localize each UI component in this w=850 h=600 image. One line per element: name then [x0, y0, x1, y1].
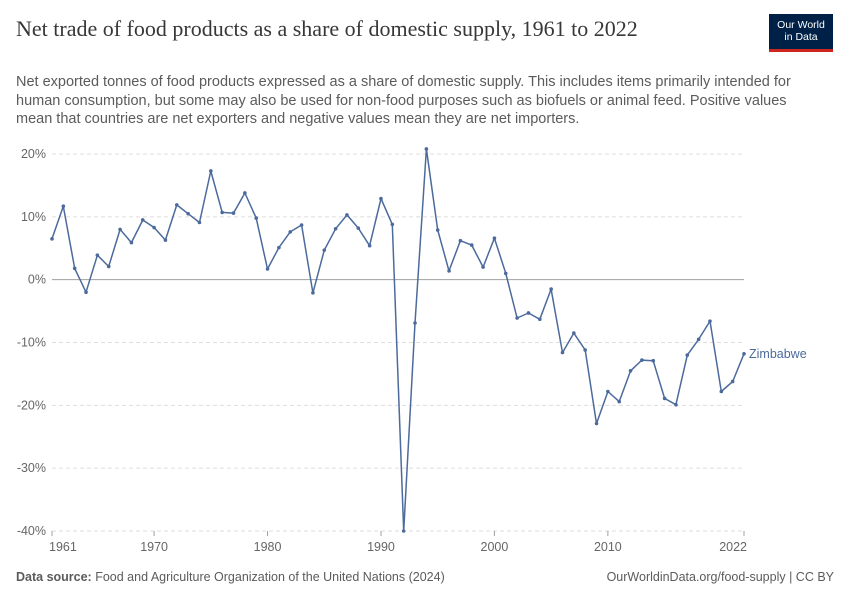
grid-layer — [52, 153, 744, 532]
data-point — [458, 238, 463, 243]
data-point — [311, 291, 315, 295]
y-tick-label: -20% — [17, 398, 46, 412]
owid-logo[interactable]: Our World in Data — [769, 14, 833, 52]
credit-link[interactable]: OurWorldinData.org/food-supply | CC BY — [606, 570, 834, 584]
data-point — [61, 204, 66, 208]
data-point — [526, 311, 531, 315]
chart-subtitle: Net exported tonnes of food products exp… — [16, 74, 791, 127]
data-point — [617, 399, 622, 404]
data-source-label: Data source: — [16, 570, 92, 584]
data-point — [243, 191, 247, 195]
data-point — [277, 245, 281, 250]
data-point — [492, 236, 497, 240]
data-point — [696, 337, 701, 342]
x-tick-label: 1990 — [367, 540, 395, 554]
data-point — [345, 213, 349, 217]
data-point — [628, 368, 633, 373]
data-point — [118, 227, 122, 232]
x-tick-label: 1970 — [140, 540, 168, 554]
data-point — [84, 290, 88, 295]
data-point — [72, 266, 77, 271]
y-tick-label: -10% — [17, 336, 46, 350]
data-point — [503, 271, 508, 276]
data-point — [742, 352, 746, 356]
series-layer: Zimbabwe — [50, 147, 807, 533]
data-source-note: Data source: Food and Agriculture Organi… — [16, 570, 445, 584]
data-point — [640, 358, 644, 362]
data-point — [413, 321, 417, 325]
data-point — [333, 226, 338, 231]
data-point — [730, 379, 735, 384]
y-tick-label: 10% — [21, 210, 46, 224]
data-point — [549, 287, 553, 291]
x-tick-label: 2022 — [719, 540, 747, 554]
data-point — [174, 203, 179, 207]
data-point — [379, 196, 383, 201]
y-tick-label: -40% — [17, 524, 46, 538]
data-point — [606, 389, 610, 394]
data-point — [594, 421, 599, 426]
data-point — [50, 237, 54, 241]
y-tick-label: 20% — [21, 147, 46, 161]
data-point — [401, 529, 406, 533]
data-point — [674, 402, 678, 407]
data-point — [572, 331, 576, 335]
data-point — [265, 267, 270, 271]
data-point — [390, 222, 395, 227]
data-point — [651, 358, 656, 363]
data-point — [288, 230, 293, 234]
y-tick-label: -30% — [17, 461, 46, 475]
y-tick-label: 0% — [28, 273, 46, 287]
data-point — [469, 243, 474, 247]
data-point — [95, 253, 100, 257]
data-point — [231, 211, 236, 215]
data-point — [583, 348, 587, 352]
data-point — [220, 210, 224, 215]
data-point — [152, 225, 156, 230]
data-point — [447, 269, 451, 273]
data-point — [197, 220, 202, 225]
series-line-zimbabwe — [51, 148, 745, 532]
data-point — [254, 216, 258, 220]
data-point — [163, 238, 168, 242]
logo-line-2: in Data — [784, 31, 818, 43]
data-point — [515, 316, 519, 320]
chart-title: Net trade of food products as a share of… — [16, 16, 638, 41]
logo-accent-bar — [769, 49, 833, 52]
x-tick-label: 1980 — [254, 540, 282, 554]
data-point — [299, 223, 304, 227]
axis-layer: 20% 10% 0% -10% -20% -30% -40%1961 1970 1980 1990… — [17, 147, 747, 554]
data-point — [719, 389, 724, 394]
data-point — [708, 319, 712, 323]
x-tick-label: 2010 — [594, 540, 622, 554]
x-tick-label: 2000 — [481, 540, 509, 554]
data-point — [662, 396, 667, 401]
data-point — [129, 240, 134, 245]
data-point — [685, 353, 690, 357]
data-source-link[interactable]: Food and Agriculture Organization of the… — [95, 570, 445, 584]
data-point — [356, 226, 361, 230]
x-tick-label: 1961 — [49, 540, 77, 554]
data-point — [140, 218, 145, 222]
data-point — [424, 147, 429, 151]
data-point — [209, 169, 213, 173]
data-point — [186, 211, 190, 216]
logo-line-1: Our World — [777, 19, 825, 31]
data-point — [367, 243, 372, 248]
data-point — [435, 228, 440, 232]
data-point — [322, 248, 327, 252]
data-point — [560, 350, 565, 355]
data-point — [481, 265, 485, 269]
data-point — [106, 264, 111, 269]
series-label-zimbabwe: Zimbabwe — [749, 347, 807, 361]
data-point — [538, 317, 542, 322]
